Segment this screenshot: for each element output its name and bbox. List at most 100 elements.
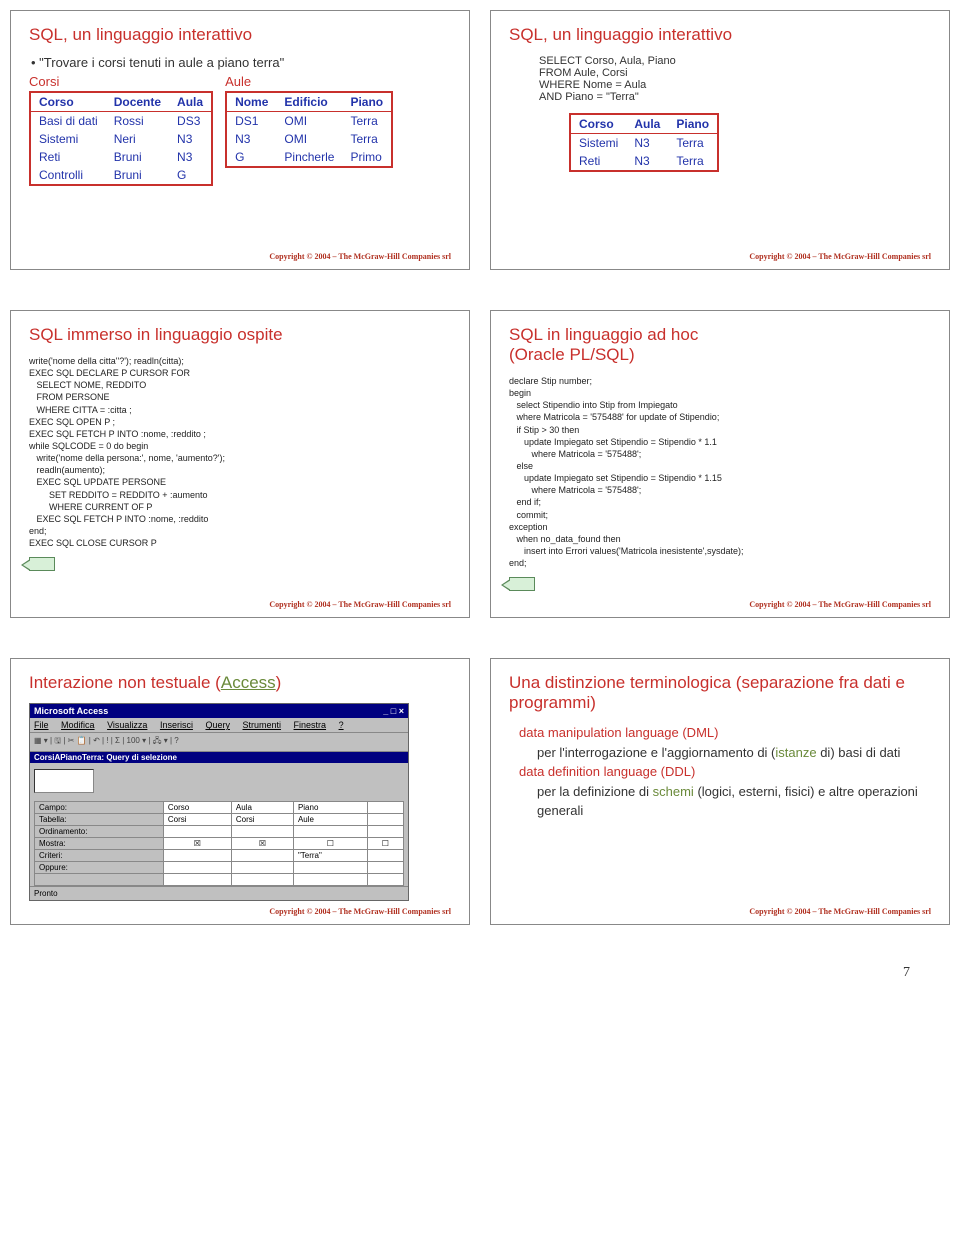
r-r1c0: Reti	[570, 152, 626, 171]
corsi-label: Corsi	[29, 74, 213, 89]
slide-6-body: data manipulation language (DML) per l'i…	[519, 723, 931, 821]
qg-c2[interactable]: Piano	[293, 802, 367, 814]
qg-m1[interactable]: ☒	[231, 838, 293, 850]
menu-tools[interactable]: Strumenti	[243, 720, 282, 730]
qg-o3[interactable]	[367, 826, 403, 838]
qg-cr1[interactable]	[231, 850, 293, 862]
c-r0c0: Basi di dati	[30, 112, 106, 131]
menu-edit[interactable]: Modifica	[61, 720, 95, 730]
copyright-3: Copyright © 2004 – The McGraw-Hill Compa…	[29, 600, 451, 609]
page-number: 7	[10, 965, 950, 981]
query-source-boxes	[34, 769, 404, 797]
qg-oppure: Oppure:	[35, 862, 164, 874]
qg-m3[interactable]: ☐	[367, 838, 403, 850]
slide-3-title: SQL immerso in linguaggio ospite	[29, 325, 451, 345]
copyright-2: Copyright © 2004 – The McGraw-Hill Compa…	[509, 252, 931, 261]
slide-3-code: write('nome della citta''?'); readln(cit…	[29, 355, 451, 549]
c-r0c2: DS3	[169, 112, 212, 131]
slide-row-3: Interazione non testuale (Access) Micros…	[10, 658, 950, 925]
menu-help[interactable]: ?	[339, 720, 344, 730]
qg-op2[interactable]	[293, 862, 367, 874]
qg-o2[interactable]	[293, 826, 367, 838]
qg-criteri: Criteri:	[35, 850, 164, 862]
qg-cr0[interactable]	[163, 850, 231, 862]
qg-c3[interactable]	[367, 802, 403, 814]
qg-cr3[interactable]	[367, 850, 403, 862]
aule-label: Aule	[225, 74, 393, 89]
r-h2: Piano	[668, 114, 718, 134]
s6-l2b: per la definizione di	[537, 784, 653, 799]
access-designer: Campo: Corso Aula Piano Tabella: Corsi C…	[30, 763, 408, 886]
c-r0c1: Rossi	[106, 112, 169, 131]
slide-5: Interazione non testuale (Access) Micros…	[10, 658, 470, 925]
query-grid[interactable]: Campo: Corso Aula Piano Tabella: Corsi C…	[34, 801, 404, 886]
qg-op3[interactable]	[367, 862, 403, 874]
source-box-1[interactable]	[34, 769, 94, 793]
qg-op1[interactable]	[231, 862, 293, 874]
access-link[interactable]: Access	[221, 673, 276, 692]
r-r1c2: Terra	[668, 152, 718, 171]
menu-file[interactable]: File	[34, 720, 49, 730]
a-r1c1: OMI	[276, 130, 342, 148]
r-r0c1: N3	[626, 134, 668, 153]
qg-o1[interactable]	[231, 826, 293, 838]
s6-l2a: data definition language (DDL)	[519, 762, 931, 782]
r-h0: Corso	[570, 114, 626, 134]
qg-mostra: Mostra:	[35, 838, 164, 850]
qg-op0[interactable]	[163, 862, 231, 874]
qg-t3[interactable]	[367, 814, 403, 826]
menu-insert[interactable]: Inserisci	[160, 720, 193, 730]
a-r1c2: Terra	[342, 130, 392, 148]
a-r2c0: G	[226, 148, 276, 167]
access-statusbar: Pronto	[30, 886, 408, 900]
aule-table: Nome Edificio Piano DS1OMITerra N3OMITer…	[225, 91, 393, 168]
qg-c1[interactable]: Aula	[231, 802, 293, 814]
qg-c0[interactable]: Corso	[163, 802, 231, 814]
qg-cr2[interactable]: "Terra"	[293, 850, 367, 862]
r-r0c2: Terra	[668, 134, 718, 153]
slide-5-title-a: Interazione non testuale (	[29, 673, 221, 692]
r-h1: Aula	[626, 114, 668, 134]
a-r0c2: Terra	[342, 112, 392, 131]
s6-l1b: per l'interrogazione e l'aggiornamento d…	[537, 745, 775, 760]
slide-4-title-b: (Oracle PL/SQL)	[509, 345, 635, 364]
menu-window[interactable]: Finestra	[294, 720, 327, 730]
access-window: Microsoft Access _ □ × File Modifica Vis…	[29, 703, 409, 901]
c-r2c1: Bruni	[106, 148, 169, 166]
access-toolbar[interactable]: ▦ ▾ | 🖫 | ✂ 📋 | ↶ | ! | Σ | 100 ▾ | 🖧 ▾ …	[30, 733, 408, 752]
slide-1-bullet-text: "Trovare i corsi tenuti in aule a piano …	[31, 55, 451, 70]
c-r3c0: Controlli	[30, 166, 106, 185]
slide-4-title: SQL in linguaggio ad hoc (Oracle PL/SQL)	[509, 325, 931, 365]
menu-view[interactable]: Visualizza	[107, 720, 147, 730]
qg-t2[interactable]: Aule	[293, 814, 367, 826]
slide-row-1: SQL, un linguaggio interattivo "Trovare …	[10, 10, 950, 270]
corsi-h0: Corso	[30, 92, 106, 112]
access-query-title: CorsiAPianoTerra: Query di selezione	[30, 752, 408, 763]
menu-query[interactable]: Query	[205, 720, 230, 730]
window-controls-icon[interactable]: _ □ ×	[383, 706, 404, 716]
qg-m2[interactable]: ☐	[293, 838, 367, 850]
back-arrow-icon-2[interactable]	[509, 577, 535, 591]
corsi-h1: Docente	[106, 92, 169, 112]
s6-l2c: schemi	[653, 784, 694, 799]
slide-2: SQL, un linguaggio interattivo SELECT Co…	[490, 10, 950, 270]
a-r0c1: OMI	[276, 112, 342, 131]
c-r1c2: N3	[169, 130, 212, 148]
a-r1c0: N3	[226, 130, 276, 148]
c-r1c1: Neri	[106, 130, 169, 148]
qg-o0[interactable]	[163, 826, 231, 838]
slide-5-title: Interazione non testuale (Access)	[29, 673, 451, 693]
slide-2-sql: SELECT Corso, Aula, Piano FROM Aule, Cor…	[539, 55, 931, 103]
aule-block: Aule Nome Edificio Piano DS1OMITerra N3O…	[225, 74, 393, 168]
slide-5-title-b: )	[276, 673, 282, 692]
qg-m0[interactable]: ☒	[163, 838, 231, 850]
access-titlebar: Microsoft Access _ □ ×	[30, 704, 408, 718]
qg-t1[interactable]: Corsi	[231, 814, 293, 826]
back-arrow-icon[interactable]	[29, 557, 55, 571]
qg-t0[interactable]: Corsi	[163, 814, 231, 826]
c-r1c0: Sistemi	[30, 130, 106, 148]
c-r2c2: N3	[169, 148, 212, 166]
access-menubar[interactable]: File Modifica Visualizza Inserisci Query…	[30, 718, 408, 733]
qg-blank	[35, 874, 164, 886]
a-r0c0: DS1	[226, 112, 276, 131]
